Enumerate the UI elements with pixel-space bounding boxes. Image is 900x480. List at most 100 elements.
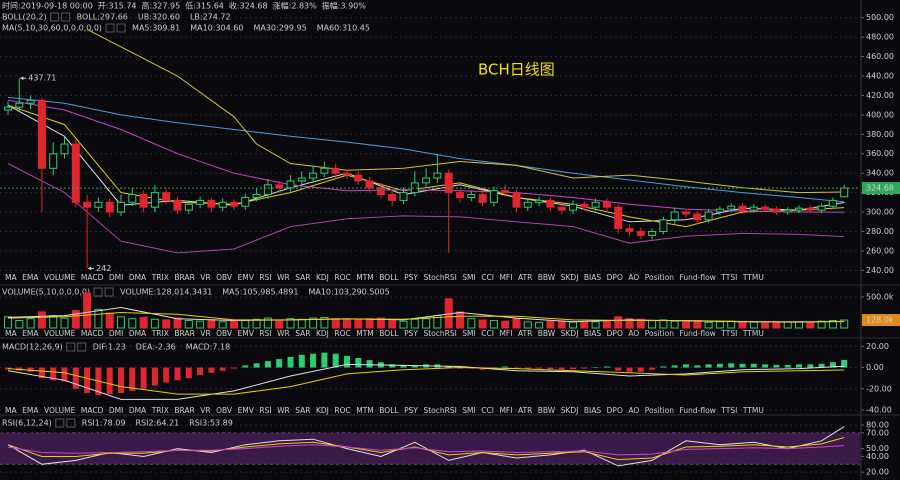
indicator-tab[interactable]: Position — [645, 406, 674, 415]
indicator-tab[interactable]: KDJ — [316, 273, 329, 282]
indicator-tab[interactable]: BBW — [538, 273, 556, 282]
indicator-tab[interactable]: TRIX — [151, 406, 169, 415]
indicator-tab[interactable]: PSY — [404, 329, 418, 338]
indicator-tab[interactable]: TTSI — [720, 329, 737, 338]
indicator-tab[interactable]: PSY — [404, 406, 418, 415]
indicator-tab[interactable]: SAR — [295, 273, 310, 282]
indicator-tab[interactable]: BIAS — [584, 273, 601, 282]
indicator-tab[interactable]: SAR — [295, 329, 310, 338]
indicator-tab[interactable]: RSI — [259, 406, 271, 415]
indicator-tab[interactable]: BBW — [538, 329, 556, 338]
indicator-tab[interactable]: MFI — [499, 273, 512, 282]
indicator-tab[interactable]: MTM — [356, 273, 374, 282]
indicator-tab[interactable]: EMA — [22, 329, 39, 338]
indicator-tab[interactable]: EMV — [238, 329, 255, 338]
indicator-tab[interactable]: MTM — [356, 406, 374, 415]
indicator-tab[interactable]: TTMU — [742, 329, 764, 338]
indicator-tab[interactable]: ATR — [518, 406, 532, 415]
indicator-tab[interactable]: Position — [645, 329, 674, 338]
indicator-tab[interactable]: TRIX — [151, 273, 169, 282]
indicator-tab[interactable]: BOLL — [379, 273, 399, 282]
indicator-tab[interactable]: StochRSI — [423, 406, 456, 415]
indicator-tab[interactable]: KDJ — [316, 406, 329, 415]
option-box[interactable] — [116, 23, 126, 33]
indicator-tab[interactable]: SMI — [462, 329, 475, 338]
indicator-tab[interactable]: MTM — [356, 329, 374, 338]
option-box[interactable] — [50, 12, 60, 22]
indicator-tab[interactable]: EMV — [238, 406, 255, 415]
indicator-tab[interactable]: RSI — [259, 273, 271, 282]
indicator-tab[interactable]: EMA — [22, 273, 39, 282]
indicator-tab[interactable]: AO — [628, 273, 639, 282]
indicator-tab[interactable]: SMI — [462, 273, 475, 282]
indicator-tab[interactable]: ROC — [334, 406, 350, 415]
indicator-tab[interactable]: OBV — [216, 329, 233, 338]
indicator-tab[interactable]: OBV — [216, 406, 233, 415]
indicator-tab[interactable]: DMI — [109, 273, 123, 282]
indicator-tab[interactable]: VR — [200, 406, 210, 415]
indicator-tab[interactable]: KDJ — [316, 329, 329, 338]
indicator-tab[interactable]: SMI — [462, 406, 475, 415]
indicator-tab[interactable]: AO — [628, 329, 639, 338]
indicator-tab[interactable]: SAR — [295, 406, 310, 415]
indicator-tab[interactable]: BBW — [538, 406, 556, 415]
indicator-tab[interactable]: CCI — [481, 406, 494, 415]
indicator-tab[interactable]: VR — [200, 273, 210, 282]
indicator-tab[interactable]: DPO — [607, 406, 623, 415]
indicator-tab[interactable]: CCI — [481, 329, 494, 338]
indicator-tab[interactable]: ATR — [518, 273, 532, 282]
indicator-tab[interactable]: VR — [200, 329, 210, 338]
indicator-tab[interactable]: WR — [277, 273, 290, 282]
indicator-tab[interactable]: SKDJ — [561, 329, 579, 338]
indicator-tab[interactable]: CCI — [481, 273, 494, 282]
indicator-tab[interactable]: StochRSI — [423, 273, 456, 282]
option-box[interactable] — [61, 12, 71, 22]
indicator-tab[interactable]: TTMU — [742, 406, 764, 415]
indicator-tab[interactable]: AO — [628, 406, 639, 415]
indicator-tab[interactable]: BRAR — [174, 273, 194, 282]
indicator-tab[interactable]: MA — [5, 273, 17, 282]
indicator-tab[interactable]: Fund-flow — [679, 273, 715, 282]
indicator-tab[interactable]: PSY — [404, 273, 418, 282]
option-box[interactable] — [93, 287, 103, 297]
indicator-tab[interactable]: MA — [5, 406, 17, 415]
indicator-tab[interactable]: BRAR — [174, 329, 194, 338]
indicator-tab[interactable]: EMA — [22, 406, 39, 415]
indicator-tab[interactable]: WR — [277, 329, 290, 338]
option-box[interactable] — [104, 287, 114, 297]
option-box[interactable] — [66, 342, 76, 352]
indicator-tab[interactable]: Fund-flow — [679, 329, 715, 338]
indicator-tab[interactable]: DMI — [109, 329, 123, 338]
indicator-tab[interactable]: BOLL — [379, 329, 399, 338]
indicator-tab[interactable]: Fund-flow — [679, 406, 715, 415]
indicator-tab[interactable]: VOLUME — [44, 273, 76, 282]
indicator-tab[interactable]: DMA — [129, 329, 147, 338]
option-box[interactable] — [55, 418, 65, 428]
indicator-tab[interactable]: RSI — [259, 329, 271, 338]
indicator-tab[interactable]: SKDJ — [561, 273, 579, 282]
indicator-tab[interactable]: BOLL — [379, 406, 399, 415]
option-box[interactable] — [66, 418, 76, 428]
indicator-tab[interactable]: DPO — [607, 273, 623, 282]
indicator-tab[interactable]: MFI — [499, 406, 512, 415]
indicator-tab[interactable]: VOLUME — [44, 406, 76, 415]
indicator-tab[interactable]: StochRSI — [423, 329, 456, 338]
option-box[interactable] — [77, 342, 87, 352]
indicator-tab[interactable]: MACD — [81, 329, 104, 338]
indicator-tab[interactable]: ROC — [334, 273, 350, 282]
indicator-tab[interactable]: BIAS — [584, 329, 601, 338]
indicator-tab[interactable]: ROC — [334, 329, 350, 338]
indicator-tab[interactable]: SKDJ — [561, 406, 579, 415]
indicator-tab[interactable]: WR — [277, 406, 290, 415]
indicator-tab[interactable]: BRAR — [174, 406, 194, 415]
indicator-tab[interactable]: EMV — [238, 273, 255, 282]
indicator-tab[interactable]: MA — [5, 329, 17, 338]
indicator-tab[interactable]: VOLUME — [44, 329, 76, 338]
indicator-tab[interactable]: DPO — [607, 329, 623, 338]
indicator-tab[interactable]: MFI — [499, 329, 512, 338]
indicator-tab[interactable]: DMI — [109, 406, 123, 415]
indicator-tab[interactable]: MACD — [81, 273, 104, 282]
indicator-tab[interactable]: BIAS — [584, 406, 601, 415]
indicator-tab[interactable]: TRIX — [151, 329, 169, 338]
indicator-tab[interactable]: DMA — [129, 273, 147, 282]
